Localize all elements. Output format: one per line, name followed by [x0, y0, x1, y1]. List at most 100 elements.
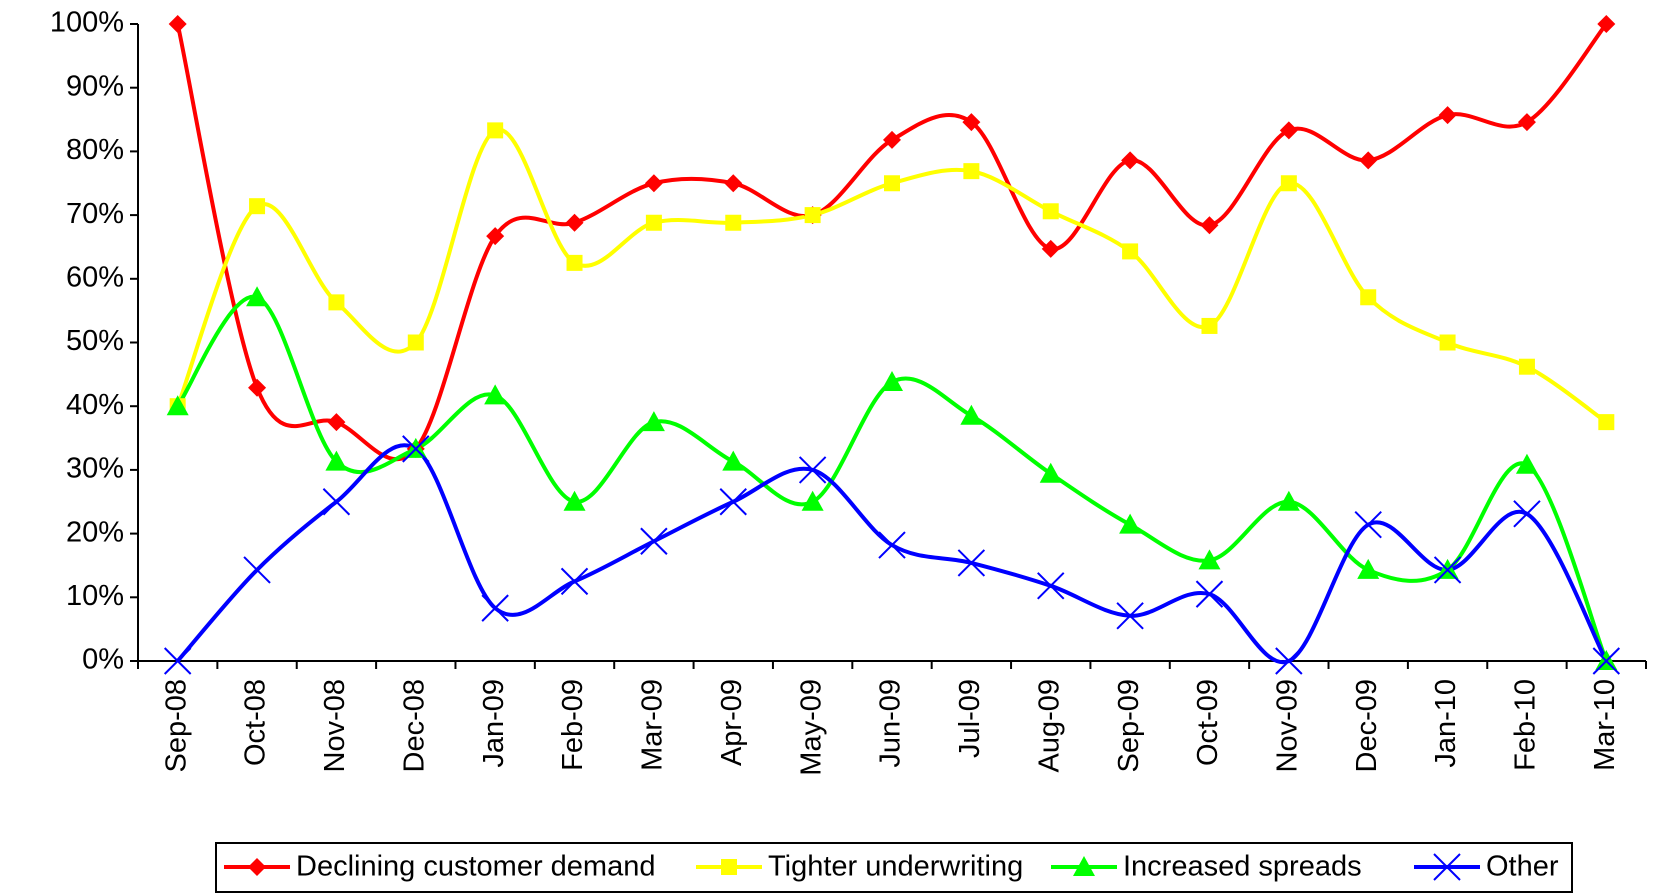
- data-point: [722, 450, 745, 471]
- x-tick-label: Mar-09: [637, 679, 669, 771]
- x-tick-label: Feb-09: [557, 679, 589, 771]
- data-point: [566, 254, 583, 271]
- legend-label: Declining customer demand: [296, 851, 655, 883]
- data-point: [407, 334, 424, 351]
- data-point: [1439, 334, 1456, 351]
- x-tick-label: May-09: [795, 679, 827, 776]
- x-tick-label: Jun-09: [875, 679, 907, 768]
- data-point: [249, 198, 266, 215]
- x-tick-label: Apr-09: [716, 679, 748, 766]
- x-tick-label: Jan-10: [1430, 679, 1462, 768]
- data-point: [402, 435, 430, 463]
- x-tick-label: Mar-10: [1589, 679, 1621, 771]
- y-tick-label: 100%: [50, 7, 124, 39]
- data-point: [1279, 121, 1298, 140]
- x-tick-label: Feb-10: [1510, 679, 1542, 771]
- y-tick-label: 80%: [66, 134, 124, 166]
- data-point: [963, 163, 980, 180]
- data-point: [1280, 175, 1297, 192]
- x-tick-label: Jul-09: [954, 679, 986, 758]
- data-point: [804, 207, 821, 224]
- data-point: [960, 404, 983, 425]
- legend-marker: [1073, 856, 1095, 876]
- data-point: [1354, 510, 1382, 539]
- data-point: [168, 15, 187, 33]
- data-point: [322, 488, 351, 516]
- data-point: [163, 647, 192, 675]
- data-point: [1433, 556, 1462, 584]
- data-point: [798, 456, 827, 484]
- data-point: [1198, 549, 1221, 570]
- data-point: [1119, 513, 1142, 534]
- legend-marker: [248, 858, 266, 876]
- data-point: [724, 174, 743, 193]
- data-point: [327, 413, 346, 432]
- x-tick-label: Nov-08: [319, 679, 351, 773]
- data-point: [166, 395, 189, 416]
- data-point: [645, 214, 662, 231]
- data-point: [1039, 462, 1062, 483]
- x-tick-label: Dec-08: [398, 679, 430, 773]
- data-point: [487, 122, 504, 139]
- x-tick-label: Oct-09: [1192, 679, 1224, 766]
- y-tick-label: 90%: [66, 70, 124, 102]
- data-point: [246, 286, 269, 307]
- legend-box: [215, 842, 1573, 893]
- data-point: [1515, 453, 1538, 474]
- data-point: [325, 450, 348, 471]
- x-tick-label: Dec-09: [1351, 679, 1383, 773]
- data-point: [957, 549, 986, 577]
- data-point: [719, 488, 747, 516]
- series-line: [176, 443, 1609, 665]
- data-point: [1359, 151, 1378, 170]
- y-tick-label: 20%: [66, 516, 124, 548]
- data-point: [1357, 558, 1380, 579]
- data-point: [878, 531, 906, 559]
- data-point: [1116, 602, 1144, 630]
- series-line: [175, 127, 1608, 424]
- x-tick-label: Oct-08: [240, 679, 272, 766]
- x-tick-label: Sep-09: [1113, 679, 1145, 773]
- data-point: [1438, 106, 1457, 125]
- data-point: [328, 294, 345, 311]
- data-point: [962, 113, 981, 132]
- data-point: [725, 214, 742, 231]
- legend-label: Tighter underwriting: [768, 851, 1023, 883]
- y-tick-label: 0%: [82, 644, 124, 676]
- data-point: [1597, 15, 1616, 33]
- data-point: [1200, 216, 1219, 235]
- data-point: [644, 174, 663, 193]
- y-tick-label: 30%: [66, 453, 124, 485]
- legend-marker: [721, 859, 737, 875]
- x-tick-label: Sep-08: [160, 679, 192, 773]
- data-point: [1518, 358, 1535, 375]
- data-point: [1598, 414, 1615, 431]
- y-tick-label: 70%: [66, 198, 124, 230]
- data-point: [1195, 580, 1224, 608]
- data-point: [1042, 203, 1059, 220]
- data-point: [1277, 490, 1300, 511]
- data-point: [1121, 151, 1140, 170]
- data-point: [484, 384, 507, 405]
- y-tick-label: 10%: [66, 580, 124, 612]
- series-line: [175, 22, 1608, 462]
- y-tick-label: 50%: [66, 325, 124, 357]
- data-point: [642, 411, 665, 432]
- data-point: [1513, 500, 1541, 528]
- legend-label: Other: [1486, 851, 1559, 883]
- data-point: [1360, 289, 1377, 306]
- data-point: [883, 130, 901, 149]
- data-point: [1122, 243, 1139, 260]
- legend-label: Increased spreads: [1123, 851, 1362, 883]
- data-point: [560, 567, 589, 596]
- series-line: [176, 294, 1609, 662]
- data-point: [248, 378, 267, 397]
- data-point: [486, 227, 505, 246]
- data-point: [565, 213, 584, 232]
- legend-marker: [1433, 853, 1461, 881]
- data-point: [563, 490, 586, 511]
- data-point: [640, 527, 668, 555]
- data-point: [1517, 113, 1536, 132]
- data-point: [1275, 647, 1303, 675]
